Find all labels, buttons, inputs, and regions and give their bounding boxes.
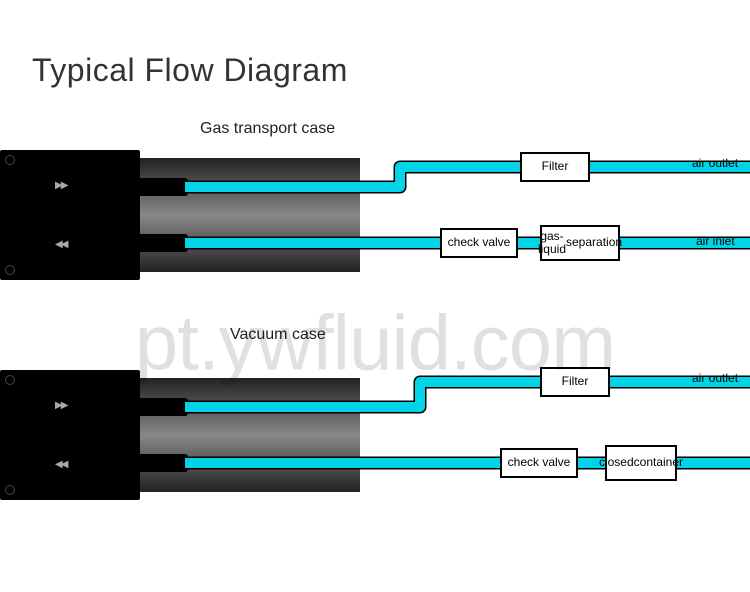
component-box: gas-liquidseparation <box>540 225 620 261</box>
component-box: check valve <box>440 228 518 258</box>
diagram-title: Typical Flow Diagram <box>32 52 348 89</box>
case1-subtitle: Gas transport case <box>200 120 335 138</box>
inlet-port <box>130 454 188 472</box>
pump-head: ▶▶ ◀◀ <box>0 370 140 500</box>
pump-case1: ▶▶ ◀◀ <box>0 150 360 280</box>
arrow-out-icon: ▶▶ <box>55 400 66 411</box>
pump-motor <box>140 158 360 272</box>
component-box: closedcontainer <box>605 445 677 481</box>
io-label: air inlet <box>696 234 735 248</box>
arrow-out-icon: ▶▶ <box>55 180 66 191</box>
component-box: Filter <box>520 152 590 182</box>
outlet-port <box>130 398 188 416</box>
component-box: Filter <box>540 367 610 397</box>
case2-subtitle: Vacuum case <box>230 326 326 344</box>
pump-head: ▶▶ ◀◀ <box>0 150 140 280</box>
pump-case2: ▶▶ ◀◀ <box>0 370 360 500</box>
arrow-in-icon: ◀◀ <box>55 459 66 470</box>
io-label: air outlet <box>692 371 738 385</box>
outlet-port <box>130 178 188 196</box>
io-label: air outlet <box>692 156 738 170</box>
component-box: check valve <box>500 448 578 478</box>
pump-motor <box>140 378 360 492</box>
arrow-in-icon: ◀◀ <box>55 239 66 250</box>
inlet-port <box>130 234 188 252</box>
